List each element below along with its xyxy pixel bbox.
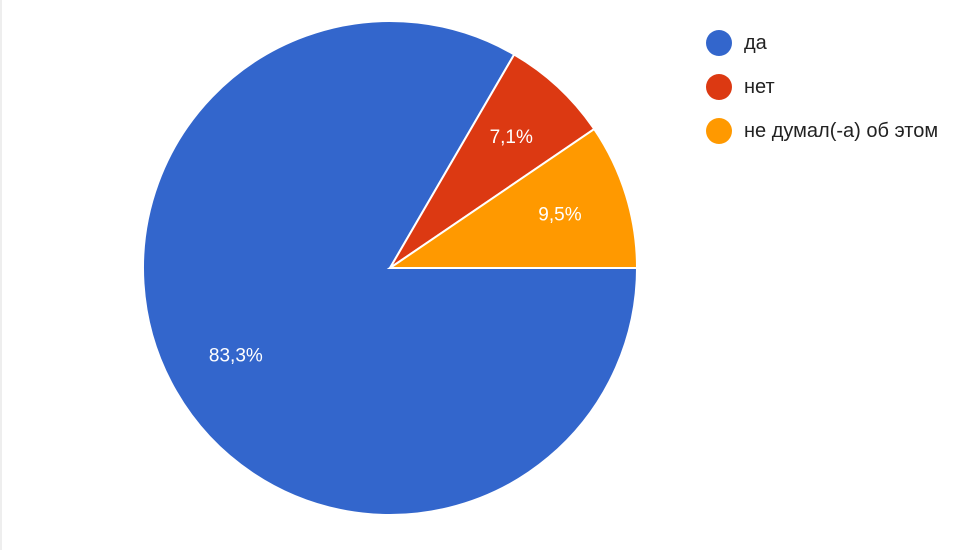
legend: да нет не думал(-а) об этом xyxy=(706,24,966,156)
legend-swatch xyxy=(706,118,732,144)
pie-slice xyxy=(142,20,639,516)
legend-swatch xyxy=(706,74,732,100)
slice-label: 9,5% xyxy=(538,205,581,226)
legend-label: да xyxy=(744,32,767,54)
slice-label: 83,3% xyxy=(209,346,263,367)
slice-label: 7,1% xyxy=(490,127,533,148)
legend-item: не думал(-а) об этом xyxy=(706,112,966,150)
legend-label: не думал(-а) об этом xyxy=(744,120,939,142)
pie-slice xyxy=(386,127,639,269)
legend-item: нет xyxy=(706,68,966,106)
pie-slice xyxy=(389,53,596,269)
legend-swatch xyxy=(706,30,732,56)
legend-label: нет xyxy=(744,76,775,98)
legend-item: да xyxy=(706,24,966,62)
